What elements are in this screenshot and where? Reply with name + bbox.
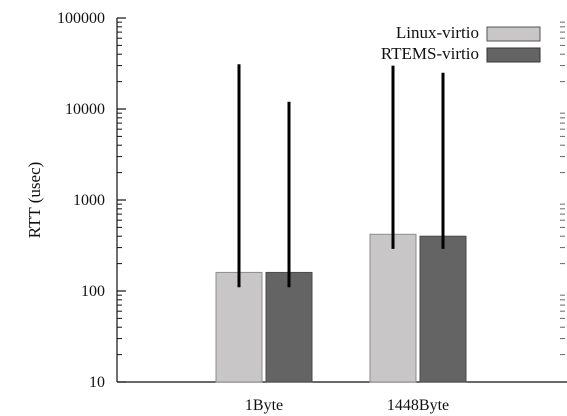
bar-linux-virtio-1byte xyxy=(215,271,263,383)
legend-label: RTEMS-virtio xyxy=(381,44,479,63)
y-axis-ticks-right xyxy=(560,21,565,356)
y-tick-label: 10000 xyxy=(65,101,105,118)
bar-rtems-virtio-1byte xyxy=(265,271,313,383)
x-axis-tick-labels: 1Byte 1448Byte xyxy=(245,397,449,414)
y-axis-title: RTT (usec) xyxy=(25,162,44,239)
bar-linux-virtio-1448byte xyxy=(369,233,417,383)
plot-frame xyxy=(116,18,567,383)
legend-swatch xyxy=(486,47,541,63)
y-tick-label: 100 xyxy=(81,283,105,300)
legend-label: Linux-virtio xyxy=(396,23,479,42)
legend-swatch xyxy=(486,26,541,42)
x-tick-label: 1Byte xyxy=(245,397,283,414)
y-tick-label: 100000 xyxy=(57,10,105,27)
y-axis-ticks: 10 100 1000 10000 100000 xyxy=(57,10,126,391)
x-tick-label: 1448Byte xyxy=(387,397,449,414)
legend: Linux-virtio RTEMS-virtio xyxy=(381,23,541,63)
y-tick-label: 1000 xyxy=(73,192,105,209)
bar-rtems-virtio-1448byte xyxy=(419,235,467,383)
error-bars xyxy=(237,64,445,288)
plot-area xyxy=(117,18,565,382)
y-tick-label: 10 xyxy=(89,374,105,391)
